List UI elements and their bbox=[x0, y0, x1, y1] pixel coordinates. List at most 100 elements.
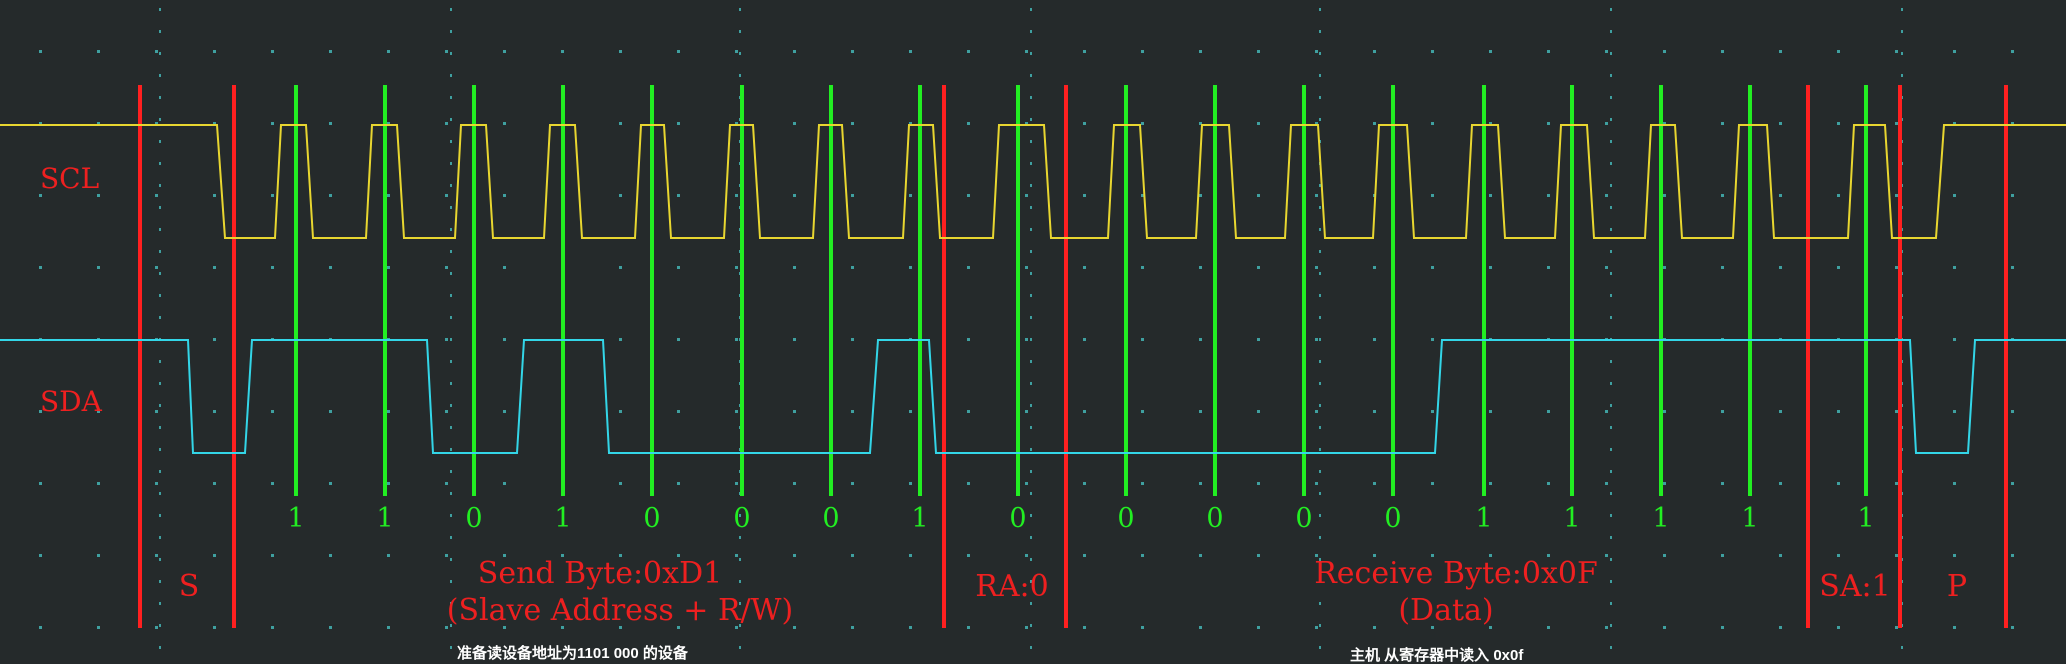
grid-dot bbox=[1489, 554, 1492, 557]
grid-dot-major bbox=[1030, 96, 1032, 99]
grid-dot-major bbox=[159, 8, 161, 11]
grid-dot bbox=[967, 626, 970, 629]
grid-dot bbox=[735, 626, 738, 629]
grid-dot bbox=[735, 50, 738, 53]
grid-dot bbox=[1141, 50, 1144, 53]
grid-dot bbox=[851, 194, 854, 197]
grid-dot-major bbox=[450, 558, 452, 561]
scl-label: SCL bbox=[40, 162, 99, 195]
scl-waveform bbox=[0, 124, 2066, 239]
grid-dot-major bbox=[1319, 492, 1321, 495]
bit-values: 1 1 0 1 0 0 0 1 0 0 0 0 0 1 1 1 1 1 bbox=[287, 503, 1874, 534]
grid-dot bbox=[1837, 194, 1840, 197]
grid-dot bbox=[1663, 266, 1666, 269]
grid-dot bbox=[1257, 338, 1260, 341]
grid-dot bbox=[1431, 482, 1434, 485]
grid-dot bbox=[1141, 266, 1144, 269]
grid-dot bbox=[735, 554, 738, 557]
grid-dot bbox=[1489, 626, 1492, 629]
grid-dot-major bbox=[1610, 272, 1612, 275]
grid-dot-major bbox=[1610, 74, 1612, 77]
grid-dot-major bbox=[1610, 52, 1612, 55]
grid-dot-major bbox=[450, 294, 452, 297]
grid-dot-major bbox=[1610, 250, 1612, 253]
grid-dot bbox=[677, 266, 680, 269]
grid-dot bbox=[1141, 194, 1144, 197]
grid-dot bbox=[155, 122, 158, 125]
grid-dot bbox=[97, 122, 100, 125]
grid-dot-major bbox=[1319, 52, 1321, 55]
grid-dot bbox=[967, 554, 970, 557]
grid-dot-major bbox=[1030, 426, 1032, 429]
grid-dot-major bbox=[1030, 294, 1032, 297]
grid-dot bbox=[561, 554, 564, 557]
bit-value: 1 bbox=[1475, 503, 1492, 534]
bit-value: 0 bbox=[1206, 503, 1223, 534]
grid-dot bbox=[1489, 122, 1492, 125]
grid-dot bbox=[1953, 554, 1956, 557]
grid-dot bbox=[619, 194, 622, 197]
grid-dot bbox=[677, 482, 680, 485]
grid-dot bbox=[1663, 482, 1666, 485]
grid-dot bbox=[329, 554, 332, 557]
sda-label: SDA bbox=[40, 385, 103, 418]
grid-dot-major bbox=[739, 52, 741, 55]
grid-dot-major bbox=[1610, 404, 1612, 407]
grid-dot bbox=[851, 50, 854, 53]
grid-dot bbox=[503, 482, 506, 485]
grid-dot-major bbox=[450, 360, 452, 363]
grid-dot-major bbox=[450, 52, 452, 55]
grid-dot bbox=[967, 266, 970, 269]
grid-dot bbox=[97, 410, 100, 413]
segment-boundaries bbox=[138, 85, 2008, 628]
grid-dot bbox=[1257, 50, 1260, 53]
grid-dot bbox=[213, 626, 216, 629]
grid-dot bbox=[1315, 554, 1318, 557]
grid-dot bbox=[1083, 266, 1086, 269]
grid-dot bbox=[1141, 482, 1144, 485]
grid-dot-major bbox=[1610, 316, 1612, 319]
grid-dot-major bbox=[450, 536, 452, 539]
send-byte-label: Send Byte:0xD1 bbox=[478, 556, 722, 591]
grid-dot bbox=[735, 482, 738, 485]
grid-dot bbox=[155, 410, 158, 413]
grid-dot-major bbox=[1319, 250, 1321, 253]
grid-dot bbox=[503, 338, 506, 341]
grid-dot bbox=[1199, 554, 1202, 557]
grid-dot bbox=[1141, 410, 1144, 413]
grid-dot bbox=[1721, 482, 1724, 485]
grid-dot bbox=[1547, 554, 1550, 557]
bit-value: 0 bbox=[733, 503, 750, 534]
grid-dot bbox=[271, 554, 274, 557]
grid-dot-major bbox=[450, 8, 452, 11]
grid-dot bbox=[1257, 410, 1260, 413]
grid-dot bbox=[735, 194, 738, 197]
grid-dot bbox=[1779, 194, 1782, 197]
grid-dot bbox=[97, 266, 100, 269]
grid-dot-major bbox=[1610, 140, 1612, 143]
grid-dot bbox=[1721, 194, 1724, 197]
grid-dot bbox=[851, 626, 854, 629]
grid-dot-major bbox=[159, 448, 161, 451]
grid-dot bbox=[503, 410, 506, 413]
receive-byte-sublabel: (Data) bbox=[1398, 593, 1493, 628]
grid-dot bbox=[1895, 482, 1898, 485]
grid-dot-major bbox=[159, 228, 161, 231]
grid-dot bbox=[2011, 50, 2014, 53]
grid-dot-major bbox=[1030, 52, 1032, 55]
grid-dot bbox=[1257, 554, 1260, 557]
grid-dot bbox=[1895, 626, 1898, 629]
grid-dot bbox=[1315, 410, 1318, 413]
grid-dot bbox=[1953, 482, 1956, 485]
grid-dot-major bbox=[450, 228, 452, 231]
grid-dot-major bbox=[450, 140, 452, 143]
grid-dot-major bbox=[1319, 74, 1321, 77]
grid-dot bbox=[1837, 626, 1840, 629]
grid-dot bbox=[1489, 410, 1492, 413]
grid-dot-major bbox=[450, 30, 452, 33]
grid-dot bbox=[1547, 50, 1550, 53]
grid-dot-major bbox=[1319, 8, 1321, 11]
grid-dot-major bbox=[1901, 646, 1903, 649]
receive-byte-label: Receive Byte:0x0F bbox=[1314, 556, 1598, 591]
